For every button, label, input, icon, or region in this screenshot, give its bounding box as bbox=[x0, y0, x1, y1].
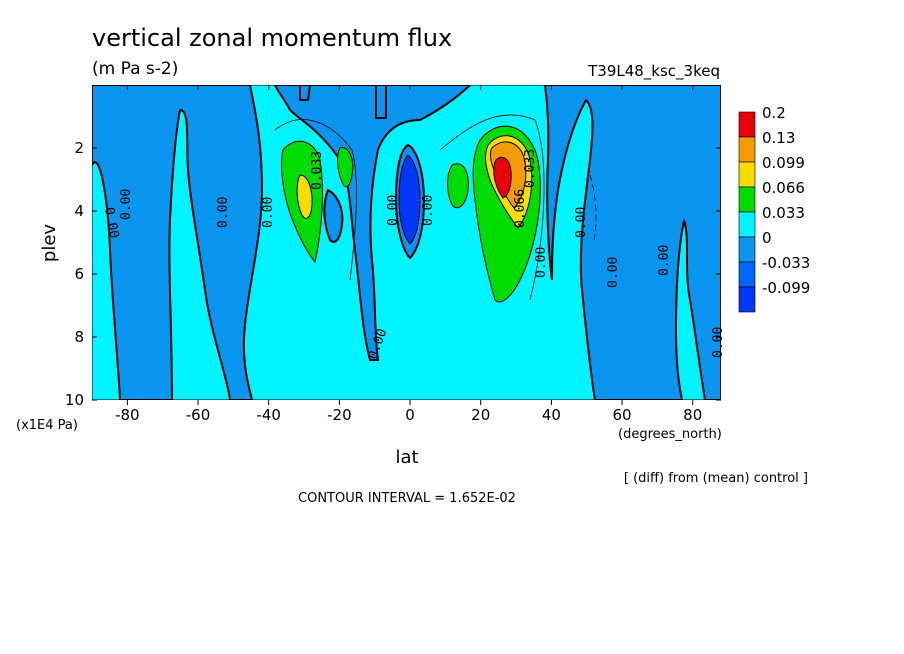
contour-label: 0.00 bbox=[261, 197, 276, 228]
colorbar-label: -0.033 bbox=[762, 254, 810, 272]
northern-positive-lobe bbox=[447, 125, 541, 303]
y-tick-label: 6 bbox=[74, 265, 84, 283]
contour-interval: CONTOUR INTERVAL = 1.652E-02 bbox=[298, 491, 516, 506]
contour-label-group: 0.00 0.00 0.00 0.00 0.033 0.00 0.00 0.06… bbox=[101, 149, 726, 362]
x-tick-label: -60 bbox=[186, 406, 211, 424]
contour-label: 0.00 bbox=[574, 207, 589, 238]
y-tick-label: 2 bbox=[74, 139, 84, 157]
x-tick-label: 0 bbox=[405, 406, 415, 424]
contour-label: 0.00 bbox=[711, 327, 726, 358]
chart-subtitle: (m Pa s-2) bbox=[92, 59, 178, 79]
contour-label: 0.00 bbox=[606, 257, 621, 288]
colorbar-label: -0.099 bbox=[762, 279, 810, 297]
x-axis: -80 -60 -40 -20 0 20 40 60 80 bbox=[115, 85, 702, 424]
colorbar-label: 0.066 bbox=[762, 179, 805, 197]
colorbar-label: 0 bbox=[762, 229, 772, 247]
x-unit-label: (degrees_north) bbox=[618, 427, 722, 442]
colorbar-label: 0.099 bbox=[762, 154, 805, 172]
contour-label: 0.00 bbox=[421, 195, 436, 226]
x-axis-label: lat bbox=[395, 447, 418, 468]
thin-contours bbox=[274, 114, 597, 301]
plot-area bbox=[92, 85, 721, 400]
contour-label: 0.066 bbox=[513, 189, 528, 228]
x-tick-label: 80 bbox=[683, 406, 702, 424]
colorbar-label: 0.033 bbox=[762, 204, 805, 222]
contour-label: 0.00 bbox=[534, 247, 549, 278]
y-tick-label: 10 bbox=[65, 391, 84, 409]
y-tick-label: 4 bbox=[74, 202, 84, 220]
negative-core-region bbox=[398, 154, 421, 245]
colorbar-swatch bbox=[738, 286, 756, 313]
x-tick-label: 20 bbox=[471, 406, 490, 424]
contour-label: 0.00 bbox=[101, 206, 121, 239]
run-label: T39L48_ksc_3keq bbox=[587, 62, 720, 81]
y-tick-label: 8 bbox=[74, 328, 84, 346]
y-axis-label: plev bbox=[39, 224, 60, 263]
x-tick-label: -80 bbox=[115, 406, 140, 424]
colorbar: 0.2 0.13 0.099 0.066 0.033 0 -0.033 -0.099 bbox=[738, 104, 810, 313]
colorbar-swatch bbox=[738, 186, 756, 213]
colorbar-swatch bbox=[738, 211, 756, 238]
colorbar-label: 0.2 bbox=[762, 104, 786, 122]
colorbar-swatch bbox=[738, 111, 756, 138]
contour-label: 0.00 bbox=[216, 197, 231, 228]
y-unit-label: (x1E4 Pa) bbox=[16, 418, 78, 433]
x-tick-label: -20 bbox=[327, 406, 352, 424]
y-axis: 2 4 6 8 10 bbox=[65, 139, 721, 409]
x-tick-label: -40 bbox=[256, 406, 281, 424]
colorbar-swatch bbox=[738, 136, 756, 163]
southern-positive-lobes bbox=[281, 140, 354, 264]
contour-label: 0.033 bbox=[523, 149, 538, 188]
contour-label: 0.00 bbox=[657, 245, 672, 276]
x-tick-label: 40 bbox=[542, 406, 561, 424]
contour-label: 0.00 bbox=[119, 189, 134, 220]
colorbar-swatch bbox=[738, 161, 756, 188]
diff-note: [ (diff) from (mean) control ] bbox=[624, 471, 808, 486]
chart-title: vertical zonal momentum flux bbox=[92, 24, 452, 52]
colorbar-swatch bbox=[738, 236, 756, 263]
contour-label: 0.033 bbox=[310, 151, 325, 190]
negative-bands bbox=[92, 85, 721, 400]
colorbar-swatch bbox=[738, 261, 756, 288]
x-tick-label: 60 bbox=[613, 406, 632, 424]
colorbar-label: 0.13 bbox=[762, 129, 795, 147]
contour-label: 0.00 bbox=[386, 195, 401, 226]
